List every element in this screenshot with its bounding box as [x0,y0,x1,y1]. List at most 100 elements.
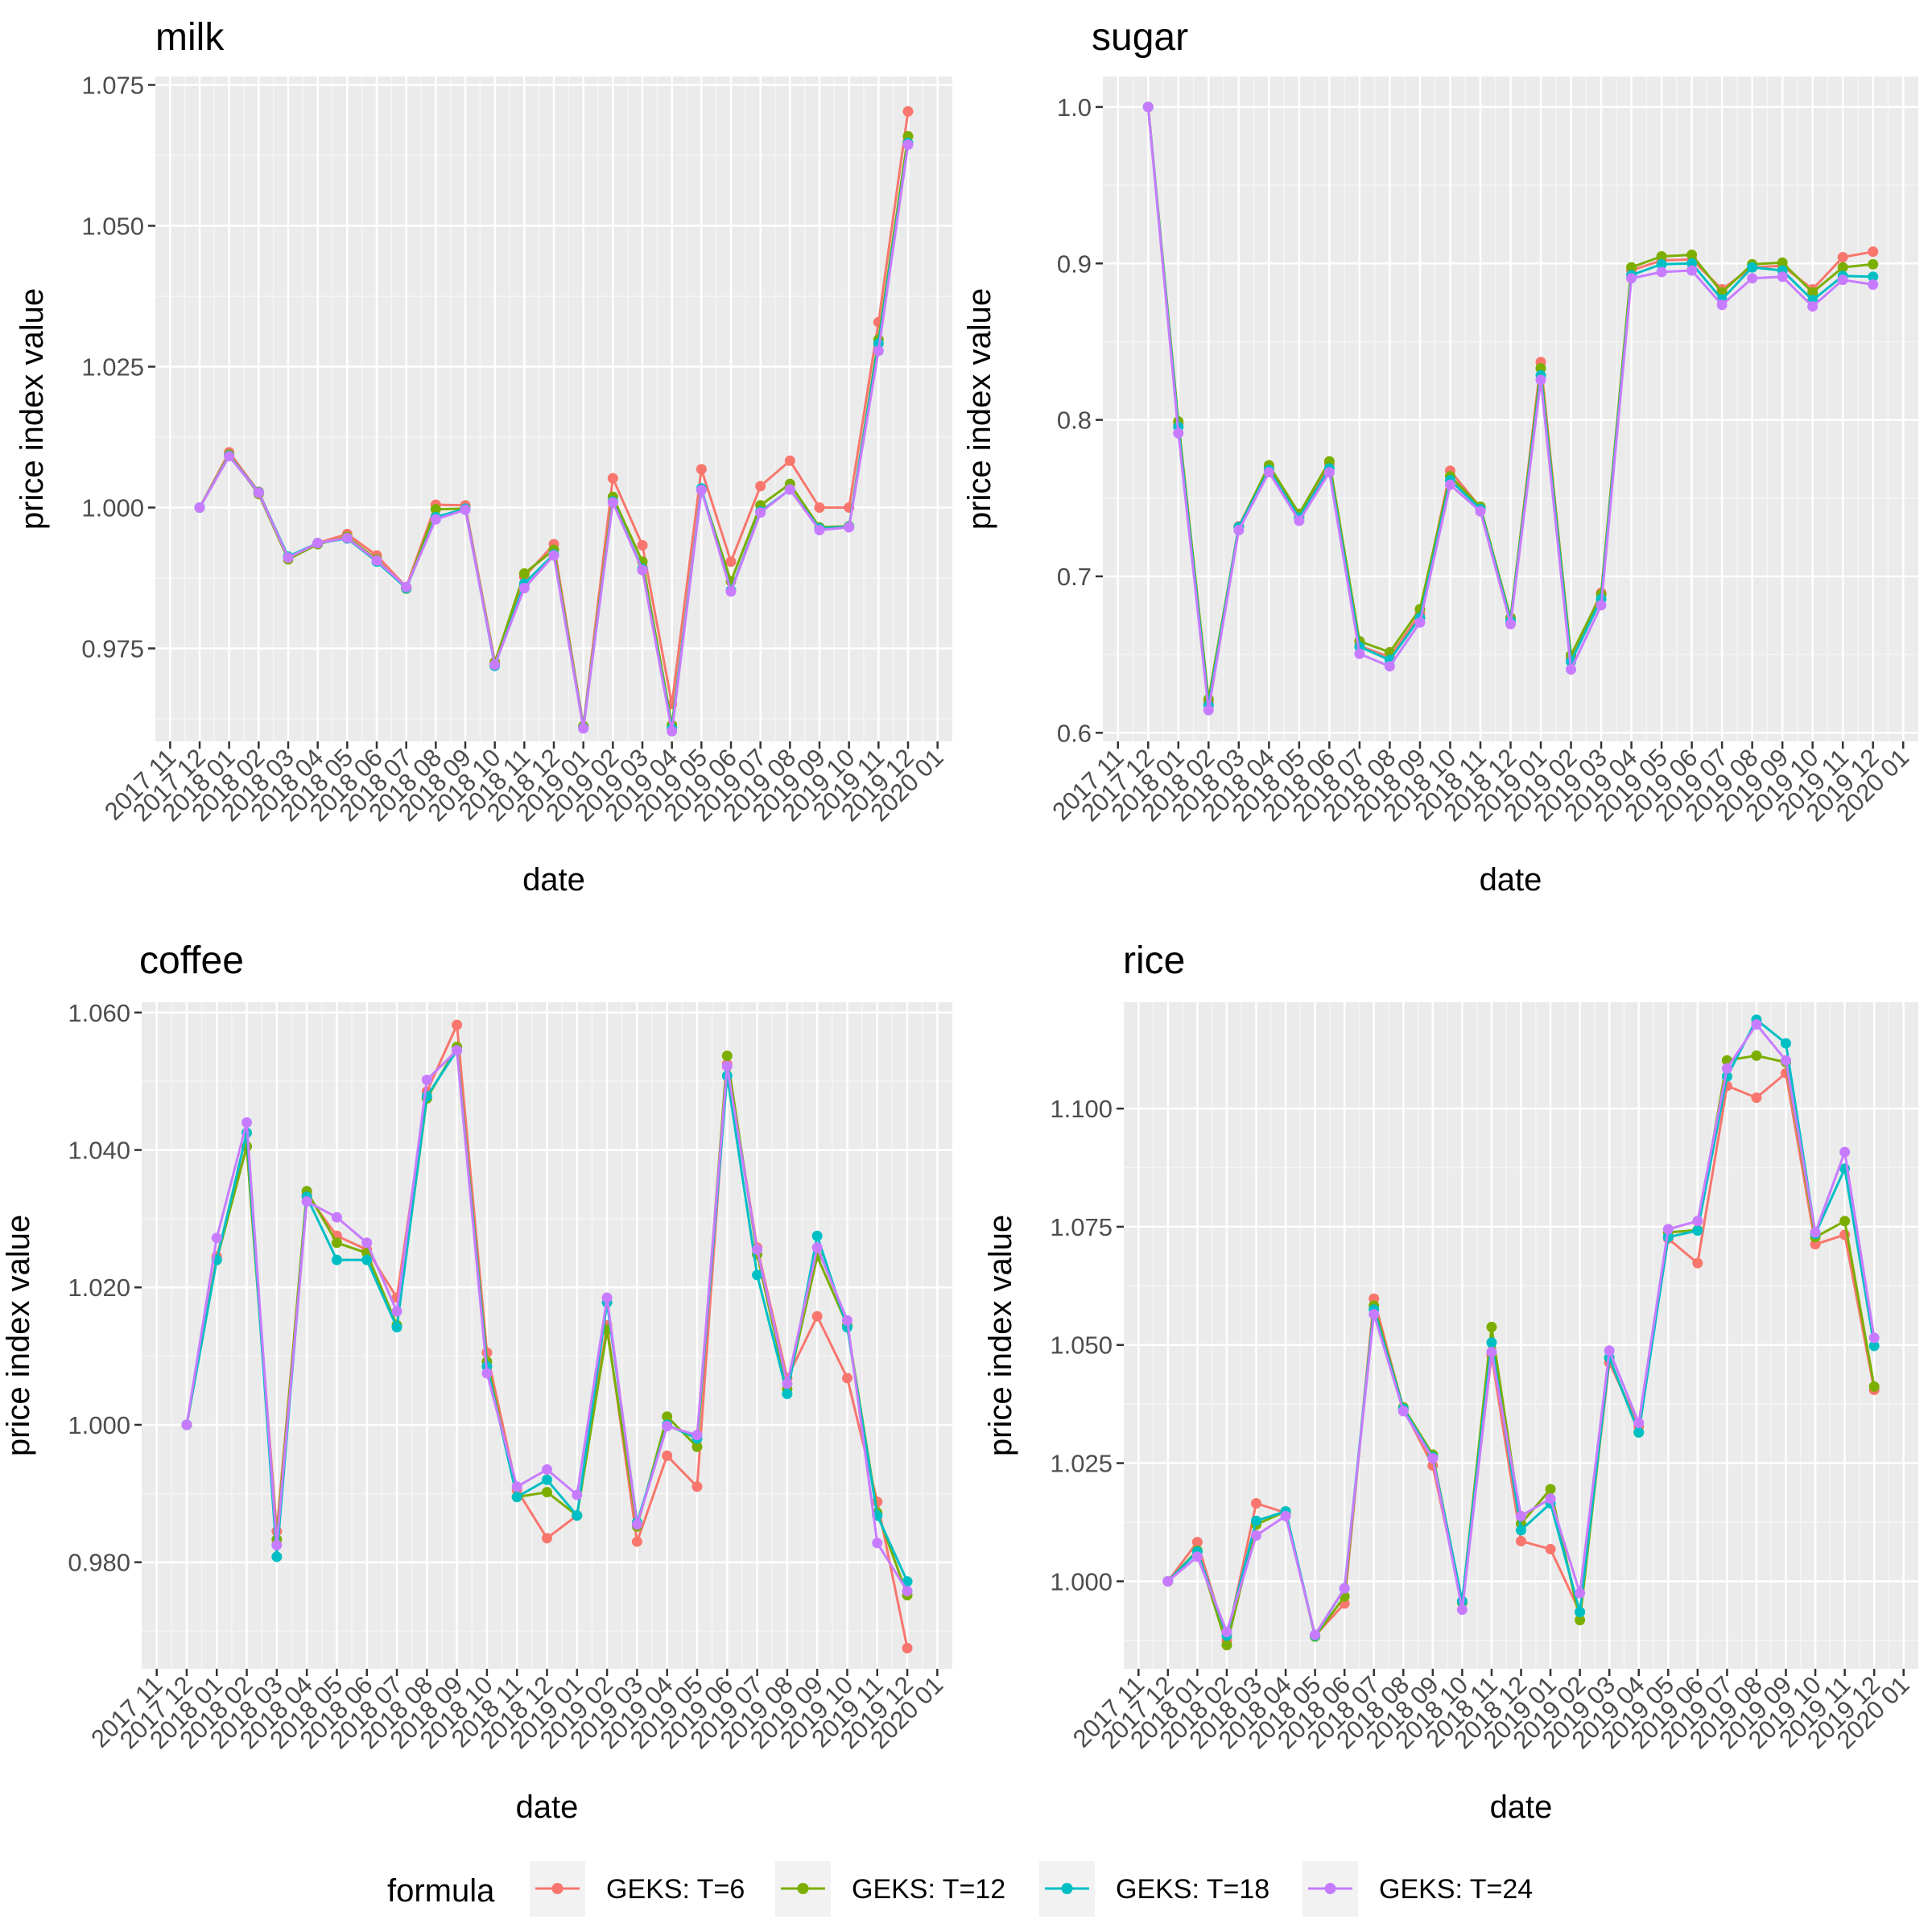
data-point [489,659,501,671]
data-point [902,1576,913,1587]
data-point [1545,1543,1556,1554]
data-point [542,1463,552,1475]
y-tick-label: 0.6 [1057,719,1092,747]
legend-key-point [797,1883,809,1894]
data-point [1633,1426,1645,1438]
data-point [811,1230,823,1241]
legend-item: GEKS: T=18 [1039,1861,1269,1917]
data-point [1263,467,1274,478]
data-point [607,473,618,484]
data-point [696,464,707,475]
data-point [1486,1347,1497,1358]
data-point [902,1642,913,1653]
data-point [1516,1525,1526,1536]
data-point [511,1492,522,1503]
data-point [1233,525,1245,536]
data-point [631,1536,642,1547]
data-point [430,504,441,515]
data-point [1516,1510,1526,1521]
data-point [662,1450,673,1461]
legend-label: GEKS: T=24 [1379,1874,1533,1905]
data-point [301,1196,312,1208]
data-point [542,1533,552,1544]
data-point [782,1389,793,1400]
data-point [667,725,678,737]
data-point [811,1311,823,1322]
y-tick-label: 1.075 [81,72,144,100]
data-point [1294,515,1305,526]
data-point [1310,1629,1321,1641]
legend-key-point [1324,1883,1336,1894]
data-point [194,502,205,513]
data-point [1221,1640,1232,1651]
y-tick-label: 1.040 [68,1137,130,1165]
y-tick-label: 0.8 [1057,407,1092,435]
panel-title: rice [1123,939,1185,982]
data-point [637,564,648,576]
data-point [271,1539,283,1550]
legend-key-point [1061,1883,1073,1894]
data-point [1868,1381,1880,1392]
data-point [1686,250,1698,261]
data-point [872,1538,883,1549]
y-tick-label: 1.000 [81,494,144,522]
x-axis-title: date [1480,862,1542,898]
data-point [1203,704,1214,716]
y-tick-label: 0.9 [1057,250,1092,278]
data-point [725,556,737,568]
data-point [341,532,353,543]
data-point [242,1117,253,1128]
data-point [1368,1309,1380,1320]
data-point [1716,299,1728,311]
data-point [1656,266,1667,278]
data-point [511,1481,522,1492]
data-point [1397,1406,1409,1417]
y-tick-label: 1.075 [1050,1213,1113,1241]
data-point [331,1212,342,1223]
data-point [1721,1063,1732,1074]
data-point [1444,479,1455,490]
legend: formula GEKS: T=6 GEKS: T=12 GEKS: T=18 GEK… [387,1861,1533,1917]
data-point [1807,301,1818,312]
data-point [691,1481,703,1492]
data-point [361,1254,373,1265]
data-point [1516,1535,1526,1546]
data-point [1545,1493,1556,1505]
data-point [725,586,737,597]
data-point [452,1045,463,1056]
y-tick-label: 0.975 [81,635,144,663]
data-point [1692,1225,1703,1236]
data-point [1251,1515,1261,1526]
series-4 [194,139,914,737]
data-point [1456,1604,1468,1616]
data-point [873,345,884,357]
data-point [1692,1216,1703,1227]
data-point [1162,1575,1174,1587]
data-point [696,485,707,496]
data-point [1604,1345,1615,1356]
y-tick-label: 1.020 [68,1274,130,1302]
panel-title: sugar [1092,16,1188,59]
data-point [902,139,914,151]
data-point [1777,257,1788,268]
data-point [841,1315,852,1326]
y-tick-label: 1.000 [68,1411,130,1439]
data-point [481,1368,493,1379]
x-axis-title: date [1490,1790,1553,1825]
panel-title: milk [155,16,225,59]
data-point [662,1411,673,1422]
data-point [1781,1038,1791,1049]
data-point [1142,101,1154,113]
series-4 [1162,1019,1880,1641]
data-point [1751,1092,1762,1104]
data-point [1868,1340,1880,1352]
data-point [1566,664,1577,675]
y-tick-label: 1.025 [81,353,144,382]
data-point [1656,258,1667,270]
data-point [1323,467,1335,478]
data-point [271,1551,283,1563]
data-point [755,507,766,518]
y-axis-title: price index value [962,288,997,530]
